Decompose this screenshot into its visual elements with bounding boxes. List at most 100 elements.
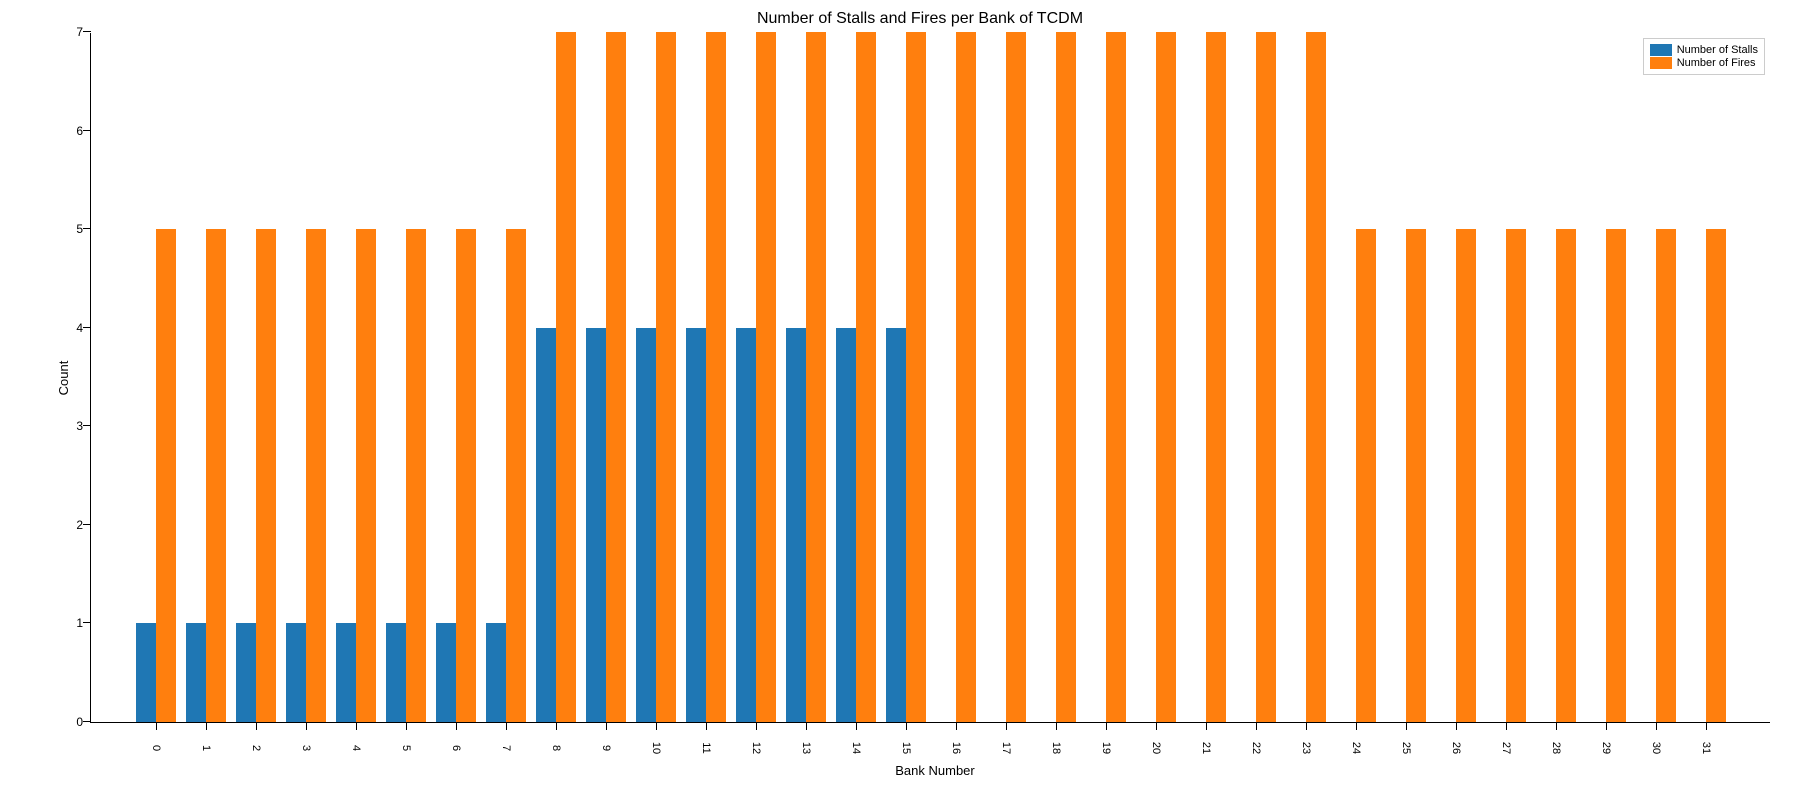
x-tick — [206, 722, 207, 730]
bar — [1356, 229, 1376, 722]
bar — [1306, 32, 1326, 722]
x-tick — [506, 722, 507, 730]
y-tick — [83, 425, 91, 426]
bar — [436, 623, 456, 722]
bar — [506, 229, 526, 722]
x-tick — [706, 722, 707, 730]
x-tick — [456, 722, 457, 730]
bar — [256, 229, 276, 722]
x-tick — [606, 722, 607, 730]
x-tick-label: 6 — [450, 745, 462, 751]
x-tick-label: 9 — [600, 745, 612, 751]
y-tick — [83, 31, 91, 32]
x-tick-label: 28 — [1550, 742, 1562, 754]
x-tick-label: 30 — [1650, 742, 1662, 754]
bar — [586, 328, 606, 722]
x-tick-label: 13 — [800, 742, 812, 754]
y-tick — [83, 327, 91, 328]
bar — [406, 229, 426, 722]
bar — [386, 623, 406, 722]
bar — [686, 328, 706, 722]
x-tick — [556, 722, 557, 730]
bar — [1706, 229, 1726, 722]
x-tick — [806, 722, 807, 730]
x-tick-label: 29 — [1600, 742, 1612, 754]
bar — [1256, 32, 1276, 722]
x-tick — [1106, 722, 1107, 730]
legend-item: Number of Fires — [1650, 57, 1758, 69]
legend: Number of StallsNumber of Fires — [1643, 38, 1765, 75]
x-tick — [1556, 722, 1557, 730]
bar — [486, 623, 506, 722]
bar — [1006, 32, 1026, 722]
x-tick-label: 7 — [500, 745, 512, 751]
x-tick-label: 17 — [1000, 742, 1012, 754]
bar — [1056, 32, 1076, 722]
x-tick-label: 16 — [950, 742, 962, 754]
x-tick — [156, 722, 157, 730]
legend-swatch — [1650, 44, 1672, 56]
bar — [886, 328, 906, 722]
x-tick — [1056, 722, 1057, 730]
legend-label: Number of Fires — [1677, 57, 1756, 69]
x-tick — [1706, 722, 1707, 730]
y-tick-label: 6 — [63, 124, 83, 138]
bar — [236, 623, 256, 722]
bar — [1406, 229, 1426, 722]
x-tick-label: 27 — [1500, 742, 1512, 754]
bar — [1156, 32, 1176, 722]
x-tick-label: 10 — [650, 742, 662, 754]
bar — [1556, 229, 1576, 722]
x-tick-label: 25 — [1400, 742, 1412, 754]
legend-item: Number of Stalls — [1650, 44, 1758, 56]
bar — [286, 623, 306, 722]
bar — [1456, 229, 1476, 722]
bar — [756, 32, 776, 722]
bar — [456, 229, 476, 722]
y-tick — [83, 228, 91, 229]
x-tick — [1506, 722, 1507, 730]
y-tick-label: 0 — [63, 715, 83, 729]
x-tick — [1606, 722, 1607, 730]
x-tick — [956, 722, 957, 730]
bar — [836, 328, 856, 722]
legend-label: Number of Stalls — [1677, 44, 1758, 56]
x-tick — [1356, 722, 1357, 730]
x-tick-label: 18 — [1050, 742, 1062, 754]
bar — [1606, 229, 1626, 722]
x-tick-label: 14 — [850, 742, 862, 754]
bar — [706, 32, 726, 722]
x-tick-label: 8 — [550, 745, 562, 751]
x-tick — [1156, 722, 1157, 730]
y-tick — [83, 130, 91, 131]
y-tick — [83, 524, 91, 525]
x-tick — [906, 722, 907, 730]
bar — [186, 623, 206, 722]
bar — [336, 623, 356, 722]
x-tick — [1406, 722, 1407, 730]
bar — [956, 32, 976, 722]
x-tick-label: 26 — [1450, 742, 1462, 754]
x-tick-label: 24 — [1350, 742, 1362, 754]
y-tick-label: 4 — [63, 321, 83, 335]
bar — [606, 32, 626, 722]
bar — [636, 328, 656, 722]
x-tick-label: 20 — [1150, 742, 1162, 754]
bar — [1106, 32, 1126, 722]
bar — [1206, 32, 1226, 722]
bar — [136, 623, 156, 722]
x-tick — [1256, 722, 1257, 730]
x-tick — [356, 722, 357, 730]
x-tick — [856, 722, 857, 730]
y-tick-label: 2 — [63, 518, 83, 532]
y-tick-label: 7 — [63, 25, 83, 39]
x-tick-label: 11 — [700, 742, 712, 753]
x-tick-label: 22 — [1250, 742, 1262, 754]
plot-area: Count Number of StallsNumber of Fires 01… — [90, 33, 1770, 723]
x-tick — [1306, 722, 1307, 730]
legend-swatch — [1650, 57, 1672, 69]
y-tick — [83, 721, 91, 722]
x-tick-label: 0 — [150, 745, 162, 751]
x-tick-label: 15 — [900, 742, 912, 754]
x-axis-label: Bank Number — [90, 763, 1780, 778]
